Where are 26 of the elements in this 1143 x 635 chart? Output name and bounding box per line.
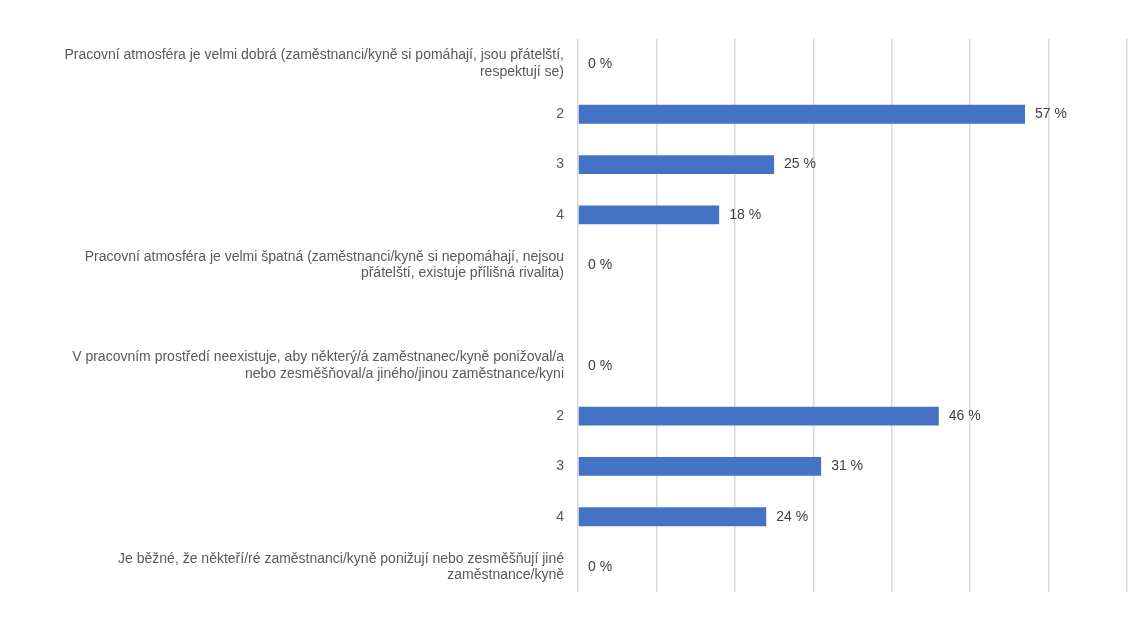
data-label: 0 % [588, 54, 613, 71]
data-label: 46 % [948, 406, 981, 423]
data-label: 0 % [588, 356, 613, 373]
bar [578, 104, 1026, 124]
bar [578, 155, 775, 175]
data-label: 25 % [784, 155, 816, 172]
y-tick-label: Pracovní atmosféra je velmi dobrá (zaměstnanci/kyně si pomáhají, jsou přátelští, respektují se) [64, 46, 564, 80]
y-tick-label: Je běžné, že někteří/ré zaměstnanci/kyně ponižují nebo zesměšňují jiné zaměstnance/kyně [118, 549, 565, 583]
data-label: 24 % [776, 507, 809, 524]
y-tick-label: 4 [556, 205, 565, 222]
y-tick-label: 2 [556, 105, 565, 122]
bar [578, 456, 822, 476]
y-tick-label: 3 [556, 457, 565, 474]
y-tick-label: Pracovní atmosféra je velmi špatná (zaměstnanci/kyně si nepomáhají, nejsou přátelští, existuje přílišná rivalita) [84, 247, 564, 281]
data-label: 0 % [588, 557, 613, 574]
y-tick-label: 3 [556, 155, 565, 172]
y-tick-label: 4 [556, 507, 565, 524]
bar [578, 205, 720, 225]
bar [578, 406, 939, 426]
data-label: 57 % [1035, 105, 1067, 122]
data-label: 31 % [831, 457, 864, 474]
y-tick-label: V pracovním prostředí neexistuje, aby některý/á zaměstnanec/kyně ponižoval/a nebo zesměšňoval/a jiného/jinou zaměstnance/kyni [72, 348, 565, 382]
y-tick-label: 2 [556, 406, 565, 423]
bar [578, 507, 767, 527]
data-label: 18 % [729, 205, 762, 222]
data-label: 0 % [588, 256, 613, 273]
